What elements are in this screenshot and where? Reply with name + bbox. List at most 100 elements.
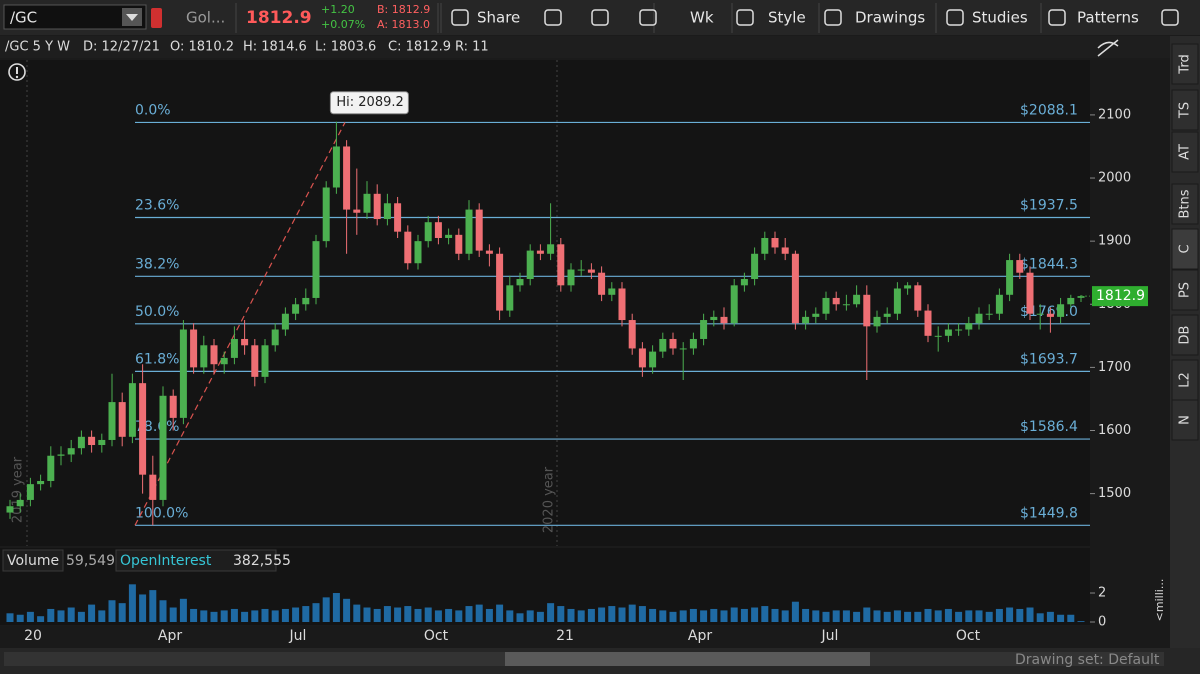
candle-body bbox=[343, 146, 351, 210]
share-icon[interactable] bbox=[451, 9, 469, 26]
drawing-set[interactable]: Drawing set: Default bbox=[1015, 652, 1160, 668]
alert-icon[interactable] bbox=[151, 8, 162, 28]
volume-bar bbox=[6, 613, 14, 622]
candle-body bbox=[445, 234, 453, 238]
candle-body bbox=[1067, 297, 1075, 305]
volume-bar bbox=[1036, 613, 1044, 622]
candle-body bbox=[6, 506, 14, 513]
candle-body bbox=[496, 253, 504, 311]
volume-bar bbox=[669, 611, 677, 622]
info-item: /GC 5 Y W bbox=[5, 40, 70, 55]
volume-bar bbox=[842, 610, 850, 622]
pen-icon[interactable] bbox=[824, 9, 842, 26]
gear-icon[interactable] bbox=[639, 9, 657, 26]
bid: B: 1812.9 bbox=[377, 3, 430, 16]
price-pane bbox=[0, 60, 1090, 546]
candle-body bbox=[995, 294, 1003, 314]
studies-icon[interactable] bbox=[946, 9, 964, 26]
volume-bar bbox=[179, 598, 187, 622]
volume-bar bbox=[1057, 614, 1065, 622]
candle-body bbox=[363, 193, 371, 213]
sidebar-tab[interactable] bbox=[1171, 183, 1199, 225]
fib-level: 78.6% bbox=[135, 419, 179, 435]
volume-study-box[interactable] bbox=[2, 549, 64, 572]
candle-body bbox=[1077, 296, 1085, 298]
candle-body bbox=[281, 313, 289, 330]
volume-bar bbox=[200, 610, 208, 622]
volume-bar bbox=[1026, 607, 1034, 622]
candle-body bbox=[220, 357, 228, 365]
sidebar-tab[interactable] bbox=[1171, 359, 1199, 401]
sidebar-tab[interactable] bbox=[1171, 43, 1199, 85]
volume-bar bbox=[67, 607, 75, 622]
candle-body bbox=[893, 288, 901, 314]
candle-body bbox=[587, 269, 595, 273]
volume-bar bbox=[853, 611, 861, 622]
toolbar-button[interactable]: Studies bbox=[972, 9, 1028, 27]
candle-body bbox=[649, 351, 657, 368]
scroll-thumb[interactable] bbox=[505, 652, 870, 666]
volume-bar bbox=[220, 610, 228, 622]
patterns-icon[interactable] bbox=[1048, 9, 1066, 26]
oi-study-box[interactable] bbox=[115, 549, 277, 572]
candle-body bbox=[618, 288, 626, 321]
candle-body bbox=[822, 297, 830, 314]
candle-body bbox=[77, 436, 85, 449]
sidebar-tab[interactable] bbox=[1171, 269, 1199, 311]
toolbar-button[interactable]: Patterns bbox=[1077, 9, 1139, 27]
volume-bar bbox=[1016, 608, 1024, 622]
volume-bar bbox=[526, 610, 534, 622]
toolbar-button[interactable]: Share bbox=[477, 9, 520, 27]
sidebar-tab[interactable] bbox=[1171, 399, 1199, 441]
info-item: D: 12/27/21 bbox=[83, 40, 160, 55]
volume-bar bbox=[781, 610, 789, 622]
volume-bar bbox=[995, 608, 1003, 622]
volume-bar bbox=[547, 603, 555, 622]
sidebar-tab[interactable] bbox=[1171, 228, 1199, 270]
y-tick-label: 1700 bbox=[1098, 360, 1131, 375]
info-item: C: 1812.9 bbox=[388, 40, 451, 55]
volume-bar bbox=[638, 606, 646, 622]
candle-body bbox=[1026, 272, 1034, 314]
hi-bubble bbox=[329, 91, 409, 115]
volume-bar bbox=[37, 616, 45, 622]
candle-body bbox=[547, 244, 555, 254]
sidebar-tab-label: C bbox=[1178, 244, 1193, 253]
axis-style-icon[interactable] bbox=[1097, 39, 1119, 57]
toolbar-button[interactable]: Drawings bbox=[855, 9, 925, 27]
menu-icon[interactable] bbox=[1161, 9, 1179, 26]
volume-bar bbox=[475, 604, 483, 622]
year-label: 2019 year bbox=[11, 456, 26, 523]
volume-bar bbox=[169, 607, 177, 622]
info-icon[interactable] bbox=[8, 63, 26, 81]
volume-bar bbox=[955, 611, 963, 622]
fib-price: $1937.5 bbox=[1020, 197, 1078, 213]
candle-body bbox=[720, 316, 728, 324]
fib-trend bbox=[134, 122, 346, 526]
flask-icon[interactable] bbox=[591, 9, 609, 26]
grid-icon[interactable] bbox=[544, 9, 562, 26]
volume-bar bbox=[700, 610, 708, 622]
toolbar-button[interactable]: Wk bbox=[690, 9, 714, 27]
candle-body bbox=[47, 455, 55, 481]
candle-body bbox=[924, 310, 932, 336]
volume-bar bbox=[271, 610, 279, 622]
style-icon[interactable] bbox=[736, 9, 754, 26]
candle-body bbox=[608, 288, 616, 295]
toolbar-button[interactable]: Style bbox=[768, 9, 806, 27]
volume-bar bbox=[985, 611, 993, 622]
candle-body bbox=[700, 320, 708, 339]
sidebar-tab[interactable] bbox=[1171, 89, 1199, 131]
sidebar-tab[interactable] bbox=[1171, 314, 1199, 356]
candle-body bbox=[139, 383, 147, 475]
candle-body bbox=[638, 348, 646, 368]
candle-body bbox=[190, 329, 198, 368]
volume-bar bbox=[16, 614, 24, 622]
sidebar-tab[interactable] bbox=[1171, 131, 1199, 173]
volume-bar bbox=[893, 610, 901, 622]
volume-bar bbox=[628, 604, 636, 622]
volume-bar bbox=[98, 610, 106, 622]
candle-body bbox=[628, 320, 636, 349]
